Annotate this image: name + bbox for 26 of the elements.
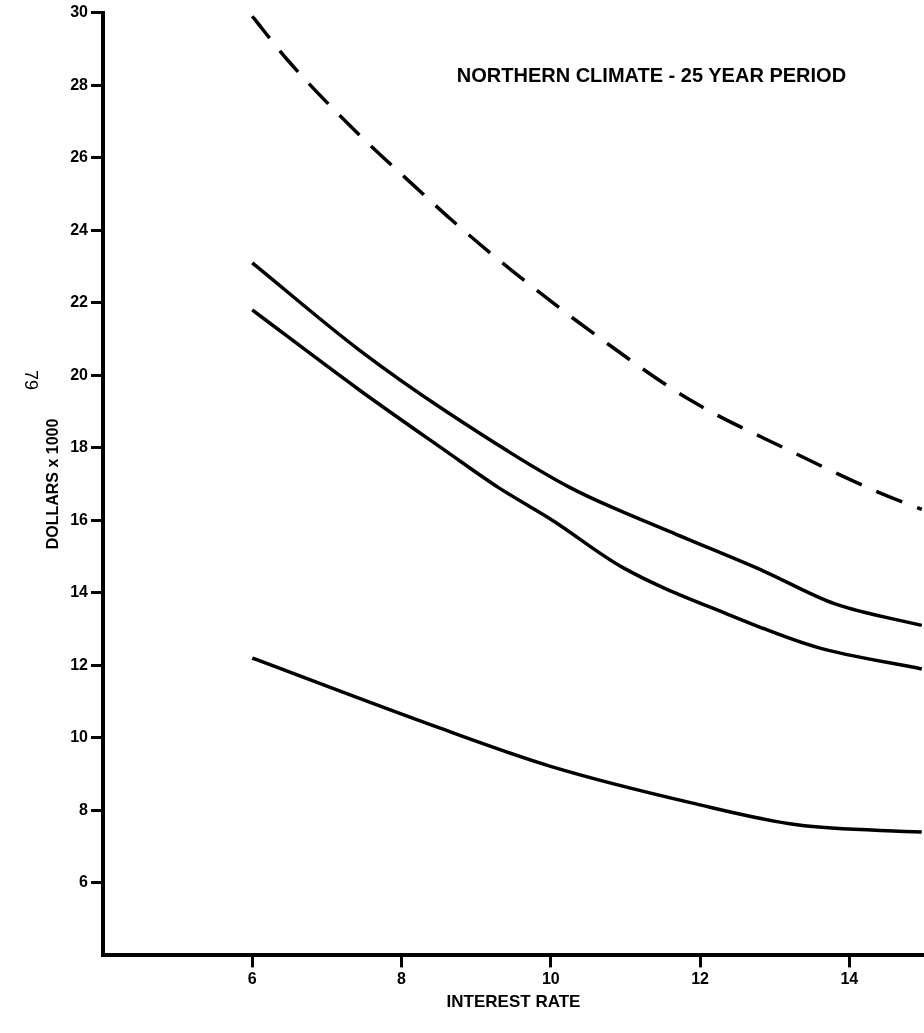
x-tick-label: 6 [247, 970, 257, 988]
y-tick-label: 24 [70, 220, 89, 238]
y-tick-label: 14 [70, 583, 89, 601]
y-tick-label: 22 [70, 293, 89, 311]
y-tick-label: 16 [70, 510, 89, 528]
y-tick-label: 10 [70, 728, 89, 746]
y-tick-label: 26 [70, 148, 89, 166]
y-tick-label: 12 [70, 655, 89, 673]
y-tick-label: 20 [70, 365, 89, 383]
text: 79 [21, 369, 42, 391]
x-tick-label: 10 [541, 970, 560, 988]
text: NORTHERN CLIMATE - 25 YEAR PERIOD [456, 64, 847, 87]
y-axis-title: DOLLARS x 1000 [44, 418, 62, 550]
x-tick-label: 14 [840, 970, 859, 988]
x-tick-label: 8 [397, 970, 407, 988]
line-series [250, 14, 924, 512]
y-tick-label: 8 [79, 800, 89, 818]
y-tick-label: 6 [79, 873, 89, 891]
y-tick-label: 18 [70, 438, 89, 456]
y-tick-label: 28 [70, 75, 89, 93]
line-series [250, 308, 924, 671]
line-series [250, 656, 924, 834]
x-tick-label: 12 [691, 970, 710, 988]
line-series [250, 261, 924, 628]
x-axis-title: INTEREST RATE [446, 992, 581, 1012]
y-tick-label: 30 [70, 3, 89, 21]
